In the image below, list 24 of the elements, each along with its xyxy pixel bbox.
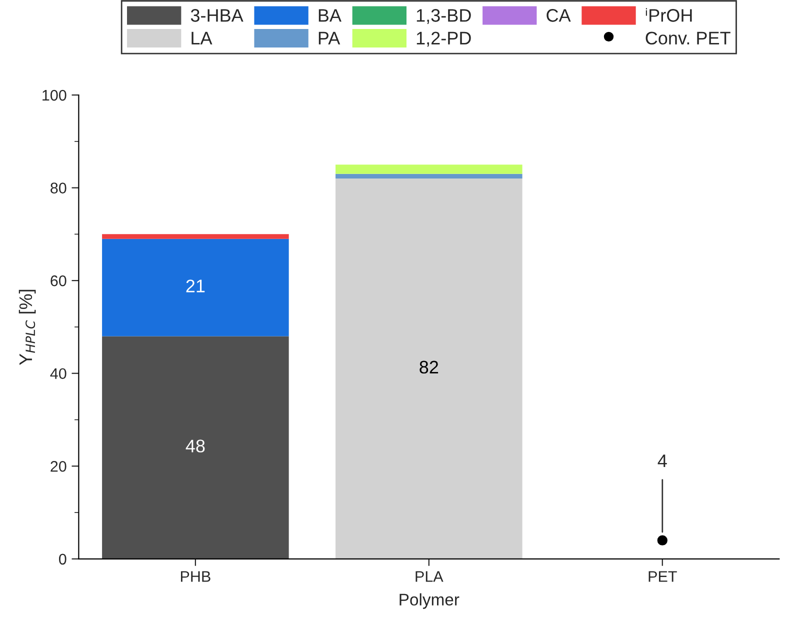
x-axis-title: Polymer: [400, 593, 460, 609]
y-tick-label: 60: [50, 275, 66, 286]
data-label: 82: [420, 360, 438, 374]
legend-label: 1,2-PD: [416, 32, 471, 47]
y-tick-label: 0: [58, 554, 66, 565]
y-tick-label: 20: [50, 460, 66, 472]
y-tick-label: 80: [50, 182, 66, 194]
y-tick-label: 100: [42, 90, 66, 101]
x-tick-label: PHB: [180, 571, 210, 582]
legend-label: PA: [318, 32, 340, 44]
legend-label: 1,3-BD: [416, 9, 471, 24]
x-tick-label: PLA: [416, 571, 444, 582]
legend-label: LA: [192, 32, 212, 44]
y-tick-label: 40: [50, 368, 66, 380]
data-label: 21: [186, 280, 205, 292]
legend-label: Conv. PET: [646, 32, 730, 45]
legend-label: ⁱPrOH: [646, 8, 692, 22]
x-tick-label: PET: [648, 571, 677, 582]
legend-label: BA: [318, 9, 342, 22]
y-axis-title: Y$_{HPLC}$ [%]: [18, 290, 36, 366]
legend-label: CA: [546, 9, 571, 22]
data-label: 4: [658, 454, 667, 468]
legend-label: 3-HBA: [190, 9, 244, 22]
data-label: 48: [186, 440, 205, 452]
